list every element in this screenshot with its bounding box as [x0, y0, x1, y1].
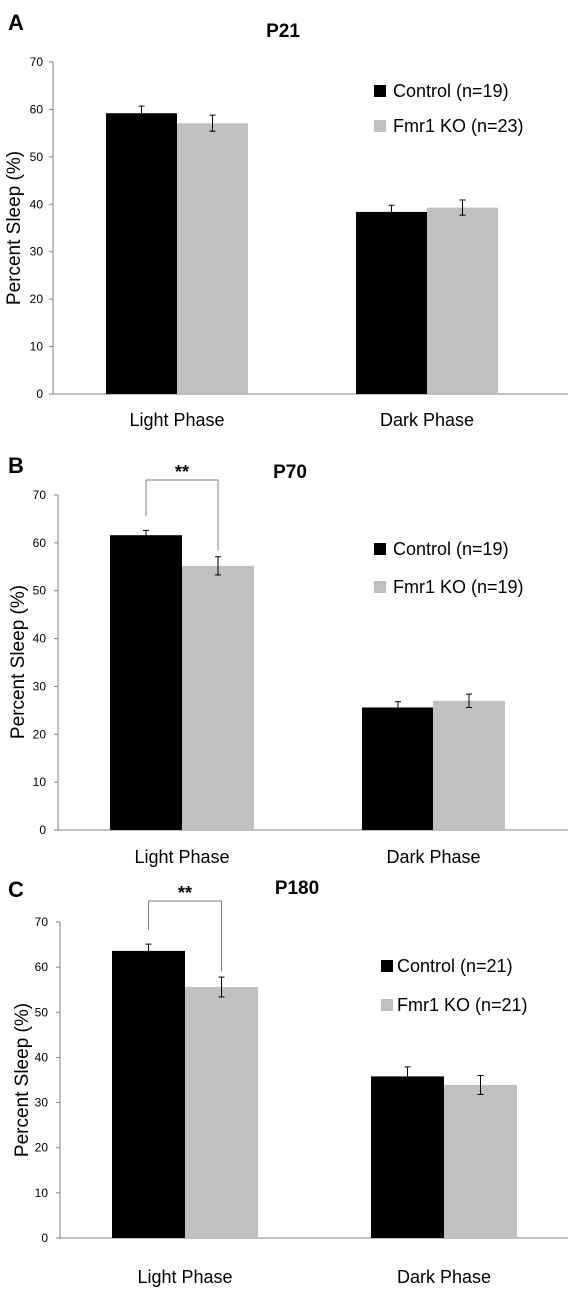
chart-panel-c: C P180 Percent Sleep (%) 0 10 20 30 40 50 60 70 Lig…: [0, 870, 574, 1300]
bar-control-dark: [371, 1076, 444, 1238]
y-tick-label: 50: [33, 584, 47, 598]
significance-bracket: [145, 479, 219, 551]
y-tick-label: 50: [35, 1005, 49, 1019]
bar-fmr1-ko-dark: [427, 207, 498, 394]
y-tick-label: 30: [35, 1096, 49, 1110]
legend-label: Fmr1 KO (n=23): [393, 116, 524, 136]
legend-label: Control (n=19): [393, 539, 509, 559]
panel-letter: A: [8, 10, 24, 35]
chart-title: P21: [266, 21, 300, 42]
y-axis-label: Percent Sleep (%): [4, 151, 25, 305]
legend-label: Fmr1 KO (n=19): [393, 577, 524, 597]
y-axis-label: Percent Sleep (%): [8, 585, 29, 739]
y-tick-label: 70: [30, 55, 44, 69]
legend-label: Fmr1 KO (n=21): [397, 995, 528, 1015]
chart-title: P70: [273, 462, 307, 483]
chart-svg-c: C P180 Percent Sleep (%) 0 10 20 30 40 50 60 70 Lig…: [8, 877, 568, 1287]
y-tick-label: 40: [35, 1050, 49, 1064]
legend-swatch: [374, 85, 386, 97]
x-category-label: Light Phase: [134, 847, 229, 867]
significance-label: **: [175, 462, 189, 482]
bar-fmr1-ko-light: [182, 565, 254, 830]
chart-panel-a: A P21 Percent Sleep (%) 0 10 20 30 40 50 60 70 Ligh…: [0, 0, 574, 440]
panel-letter: C: [8, 877, 24, 902]
legend-swatch: [374, 120, 386, 132]
y-tick-label: 0: [39, 823, 46, 837]
y-tick-label: 20: [33, 727, 47, 741]
y-tick-label: 30: [30, 245, 44, 259]
y-axis-label: Percent Sleep (%): [12, 1003, 33, 1157]
bar-control-light: [106, 113, 177, 395]
chart-panel-b: B P70 Percent Sleep (%) 0 10 20 30 40 50 60 70 Ligh…: [0, 440, 574, 870]
legend-label: Control (n=19): [393, 81, 509, 101]
bar-fmr1-ko-light: [177, 123, 248, 394]
significance-label: **: [178, 883, 192, 903]
x-category-label: Dark Phase: [397, 1267, 491, 1287]
y-tick-label: 60: [33, 536, 47, 550]
y-tick-label: 20: [30, 292, 44, 306]
bar-control-light: [110, 535, 182, 830]
x-category-label: Dark Phase: [386, 847, 480, 867]
chart-svg-a: A P21 Percent Sleep (%) 0 10 20 30 40 50 60 70 Ligh…: [4, 10, 568, 430]
y-tick-label: 30: [33, 679, 47, 693]
legend-swatch: [381, 960, 393, 972]
chart-svg-b: B P70 Percent Sleep (%) 0 10 20 30 40 50 60 70 Ligh…: [8, 453, 568, 867]
y-tick-label: 50: [30, 150, 44, 164]
y-tick-label: 40: [30, 197, 44, 211]
bar-fmr1-ko-light: [185, 987, 258, 1238]
bar-control-dark: [362, 707, 434, 830]
x-category-label: Dark Phase: [380, 410, 474, 430]
bar-fmr1-ko-dark: [433, 700, 505, 830]
legend-swatch: [374, 543, 386, 555]
y-tick-label: 70: [33, 488, 47, 502]
y-tick-label: 60: [35, 960, 49, 974]
legend-swatch: [374, 581, 386, 593]
bar-control-light: [112, 950, 185, 1238]
y-tick-label: 20: [35, 1141, 49, 1155]
x-category-label: Light Phase: [129, 410, 224, 430]
y-tick-label: 40: [33, 632, 47, 646]
significance-bracket: [148, 900, 222, 972]
bar-control-dark: [356, 211, 427, 394]
y-tick-label: 0: [41, 1231, 48, 1245]
panel-letter: B: [8, 453, 24, 478]
legend-label: Control (n=21): [397, 956, 513, 976]
y-tick-label: 0: [36, 387, 43, 401]
x-category-label: Light Phase: [137, 1267, 232, 1287]
y-tick-label: 10: [33, 775, 47, 789]
legend-swatch: [381, 999, 393, 1011]
y-tick-label: 10: [35, 1186, 49, 1200]
bar-fmr1-ko-dark: [444, 1084, 517, 1238]
y-tick-label: 60: [30, 102, 44, 116]
y-tick-label: 70: [35, 915, 49, 929]
chart-title: P180: [275, 878, 319, 899]
y-tick-label: 10: [30, 340, 44, 354]
